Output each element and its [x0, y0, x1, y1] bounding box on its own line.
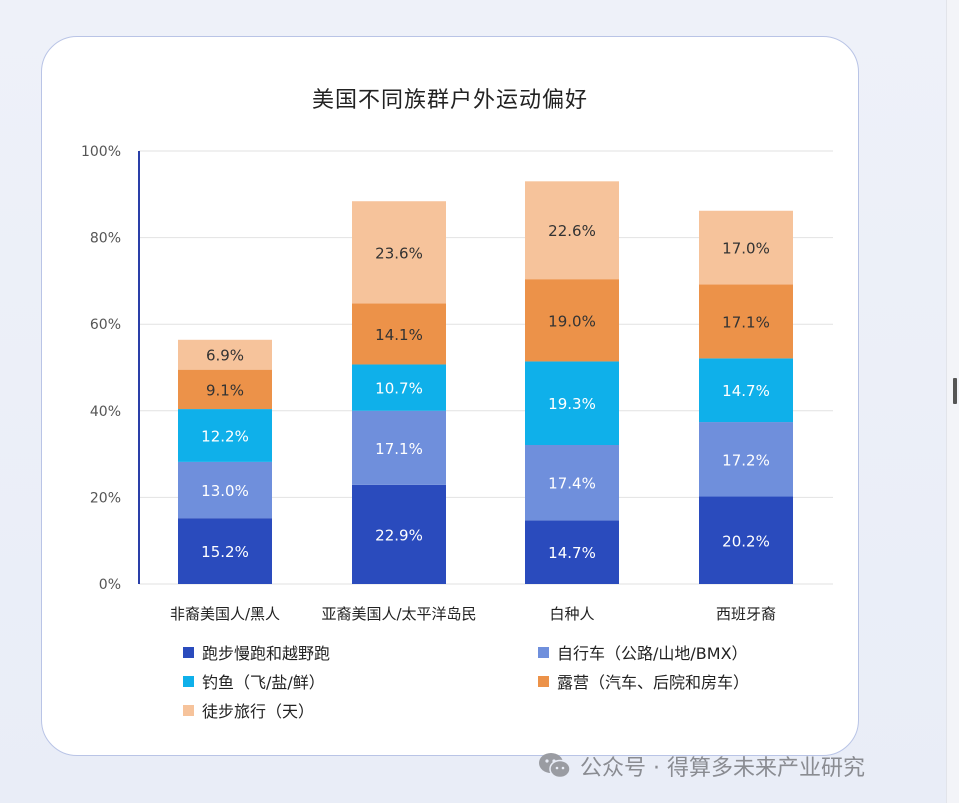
legend-label: 徒步旅行（天） — [202, 702, 315, 721]
bar-segment — [699, 210, 793, 285]
legend-label: 钓鱼（飞/盐/鲜） — [202, 673, 325, 692]
data-label: 17.1% — [375, 440, 423, 458]
stacked-bar-chart: 0% 20% 40% 60% 80% 100% 15.2% 13.0% 12.2% 9.1% 6.9… — [81, 144, 833, 623]
x-tick-label: 白种人 — [549, 605, 594, 623]
data-label: 22.9% — [375, 526, 423, 544]
data-label: 17.1% — [722, 313, 770, 331]
data-label: 17.4% — [548, 475, 596, 493]
legend-swatch — [183, 646, 194, 658]
bar-segment — [178, 409, 272, 462]
legend-item: 钓鱼（飞/盐/鲜） — [183, 669, 325, 693]
y-tick-label: 0% — [99, 577, 121, 593]
data-label: 14.7% — [722, 382, 770, 400]
data-label: 10.7% — [375, 380, 423, 398]
data-label: 22.6% — [548, 222, 596, 240]
y-tick-label: 80% — [90, 231, 121, 247]
legend-item: 徒步旅行（天） — [183, 698, 314, 722]
x-tick-label: 亚裔美国人/太平洋岛民 — [321, 605, 476, 623]
bar-segment — [178, 339, 272, 370]
chart-title: 美国不同族群户外运动偏好 — [311, 88, 588, 113]
legend-swatch — [538, 646, 549, 658]
scrollbar[interactable] — [946, 0, 959, 803]
bar-segment — [525, 361, 619, 446]
bar-segment — [525, 279, 619, 362]
x-tick-label: 非裔美国人/黑人 — [170, 605, 280, 623]
watermark-text: 公众号 · 得算多未来产业研究 — [580, 756, 865, 781]
legend-swatch — [538, 675, 549, 687]
data-label: 19.0% — [548, 312, 596, 330]
data-label: 19.3% — [548, 395, 596, 413]
bar-segment — [699, 496, 793, 584]
data-label: 6.9% — [206, 347, 244, 365]
legend-label: 跑步慢跑和越野跑 — [202, 644, 331, 663]
bar-segment — [525, 181, 619, 280]
y-tick-label: 40% — [90, 404, 121, 420]
bar-segment — [352, 410, 446, 485]
legend-label: 自行车（公路/山地/BMX） — [557, 644, 748, 663]
legend-item: 自行车（公路/山地/BMX） — [538, 640, 748, 664]
bar-segment — [352, 201, 446, 304]
data-label: 17.0% — [722, 240, 770, 258]
wechat-icon — [539, 753, 571, 779]
bar-segment — [352, 484, 446, 584]
data-label: 17.2% — [722, 451, 770, 469]
y-tick-label: 100% — [81, 144, 121, 160]
watermark: 公众号 · 得算多未来产业研究 — [538, 750, 865, 782]
data-label: 14.1% — [375, 326, 423, 344]
bar-segment — [352, 364, 446, 411]
bar-segment — [699, 422, 793, 497]
data-label: 15.2% — [201, 543, 249, 561]
y-tick-label: 60% — [90, 317, 121, 333]
bar-segment — [525, 445, 619, 521]
scrollbar-thumb[interactable] — [953, 378, 957, 404]
bar-segment — [699, 284, 793, 359]
bar-segment — [178, 518, 272, 584]
data-label: 13.0% — [201, 482, 249, 500]
data-label: 14.7% — [548, 544, 596, 562]
bar-segment — [178, 369, 272, 410]
bar-segment — [178, 461, 272, 519]
bar-segment — [352, 303, 446, 365]
bar-segment — [699, 358, 793, 423]
legend-item: 跑步慢跑和越野跑 — [183, 640, 330, 664]
legend-label: 露营（汽车、后院和房车） — [557, 673, 750, 692]
legend-swatch — [183, 704, 194, 716]
data-label: 20.2% — [722, 532, 770, 550]
data-label: 9.1% — [206, 381, 244, 399]
y-tick-label: 20% — [90, 490, 121, 506]
bar-segment — [525, 520, 619, 584]
data-label: 23.6% — [375, 244, 423, 262]
legend-item: 露营（汽车、后院和房车） — [538, 669, 749, 693]
legend-swatch — [183, 675, 194, 687]
data-label: 12.2% — [201, 427, 249, 445]
x-tick-label: 西班牙裔 — [716, 605, 776, 623]
chart-legend: 跑步慢跑和越野跑 自行车（公路/山地/BMX） 钓鱼（飞/盐/鲜） 露营（汽车、后院和… — [183, 640, 823, 730]
